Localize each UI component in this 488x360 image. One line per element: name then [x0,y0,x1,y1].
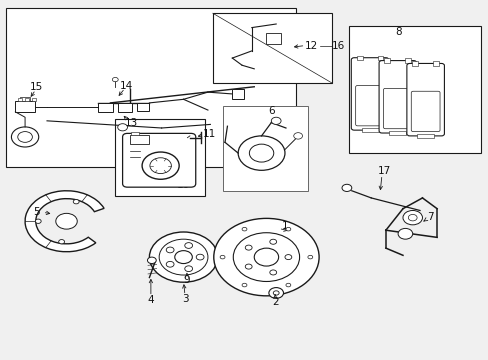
Circle shape [269,270,276,275]
Circle shape [73,199,79,204]
Circle shape [112,77,118,82]
Text: 14: 14 [120,81,133,91]
Bar [405,58,410,63]
Text: 2: 2 [271,297,278,307]
Bar [131,132,139,135]
Circle shape [245,245,252,250]
Circle shape [254,248,278,266]
Circle shape [184,266,192,271]
Text: 13: 13 [124,118,138,128]
Bar [18,98,21,101]
Bar [411,61,417,66]
Circle shape [407,215,416,221]
Wedge shape [25,191,104,252]
Text: 5: 5 [33,207,40,217]
Bar [416,134,433,138]
Circle shape [271,117,281,125]
Circle shape [174,251,192,264]
Circle shape [242,283,246,287]
Circle shape [233,233,299,282]
Bar [356,55,362,60]
Text: 4: 4 [147,295,154,305]
Circle shape [242,228,246,231]
Bar [361,128,378,132]
Bar [232,89,244,99]
FancyBboxPatch shape [410,91,439,132]
Circle shape [341,184,351,192]
Text: 6: 6 [267,106,274,116]
Text: 17: 17 [378,166,391,176]
Text: 10: 10 [177,180,190,190]
Text: 1: 1 [281,221,288,231]
Circle shape [249,144,273,162]
Circle shape [220,255,224,259]
Bar [222,107,307,191]
Circle shape [184,243,192,248]
Circle shape [118,124,127,131]
Circle shape [293,133,302,139]
Circle shape [196,254,203,260]
FancyBboxPatch shape [122,134,195,187]
Bar [98,103,113,112]
Circle shape [245,264,252,269]
Circle shape [159,239,207,275]
Bar [118,103,132,112]
Circle shape [268,288,283,298]
Bar [32,98,36,101]
Bar [266,33,281,44]
Bar [432,61,438,66]
Bar [348,26,480,153]
FancyBboxPatch shape [355,86,384,126]
Text: 7: 7 [427,212,433,222]
Circle shape [166,261,174,267]
Circle shape [285,228,290,231]
Text: 8: 8 [394,27,401,37]
FancyBboxPatch shape [378,60,416,133]
FancyBboxPatch shape [350,58,388,130]
Text: 15: 15 [30,82,43,92]
Bar [137,103,149,111]
Circle shape [307,255,312,259]
Bar [5,8,295,167]
Text: 9: 9 [183,275,190,285]
Circle shape [11,127,39,147]
Circle shape [149,232,217,282]
Circle shape [402,211,422,225]
FancyBboxPatch shape [406,63,444,136]
Circle shape [213,219,319,296]
Text: 3: 3 [182,294,188,304]
Circle shape [285,255,291,260]
Bar [25,98,29,101]
Circle shape [18,132,32,142]
Bar [15,101,35,112]
Bar [377,55,383,60]
Bar [115,119,205,196]
Bar [130,135,149,144]
Text: 12: 12 [305,41,318,50]
Circle shape [273,291,279,295]
Circle shape [150,158,171,174]
Circle shape [59,239,64,244]
Circle shape [397,228,412,239]
Circle shape [285,283,290,287]
FancyBboxPatch shape [383,88,411,129]
Bar [20,97,30,101]
Bar [212,13,331,83]
Text: 11: 11 [203,129,216,139]
Bar [388,131,406,135]
Text: 16: 16 [331,41,344,50]
Circle shape [56,213,77,229]
Circle shape [166,247,174,253]
Circle shape [142,152,179,179]
Circle shape [147,257,156,264]
Circle shape [35,219,41,224]
Circle shape [238,136,285,170]
Circle shape [269,239,276,244]
Bar [384,58,389,63]
